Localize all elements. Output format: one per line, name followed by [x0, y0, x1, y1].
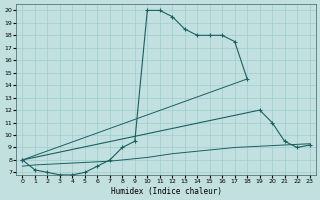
X-axis label: Humidex (Indice chaleur): Humidex (Indice chaleur)	[110, 187, 221, 196]
